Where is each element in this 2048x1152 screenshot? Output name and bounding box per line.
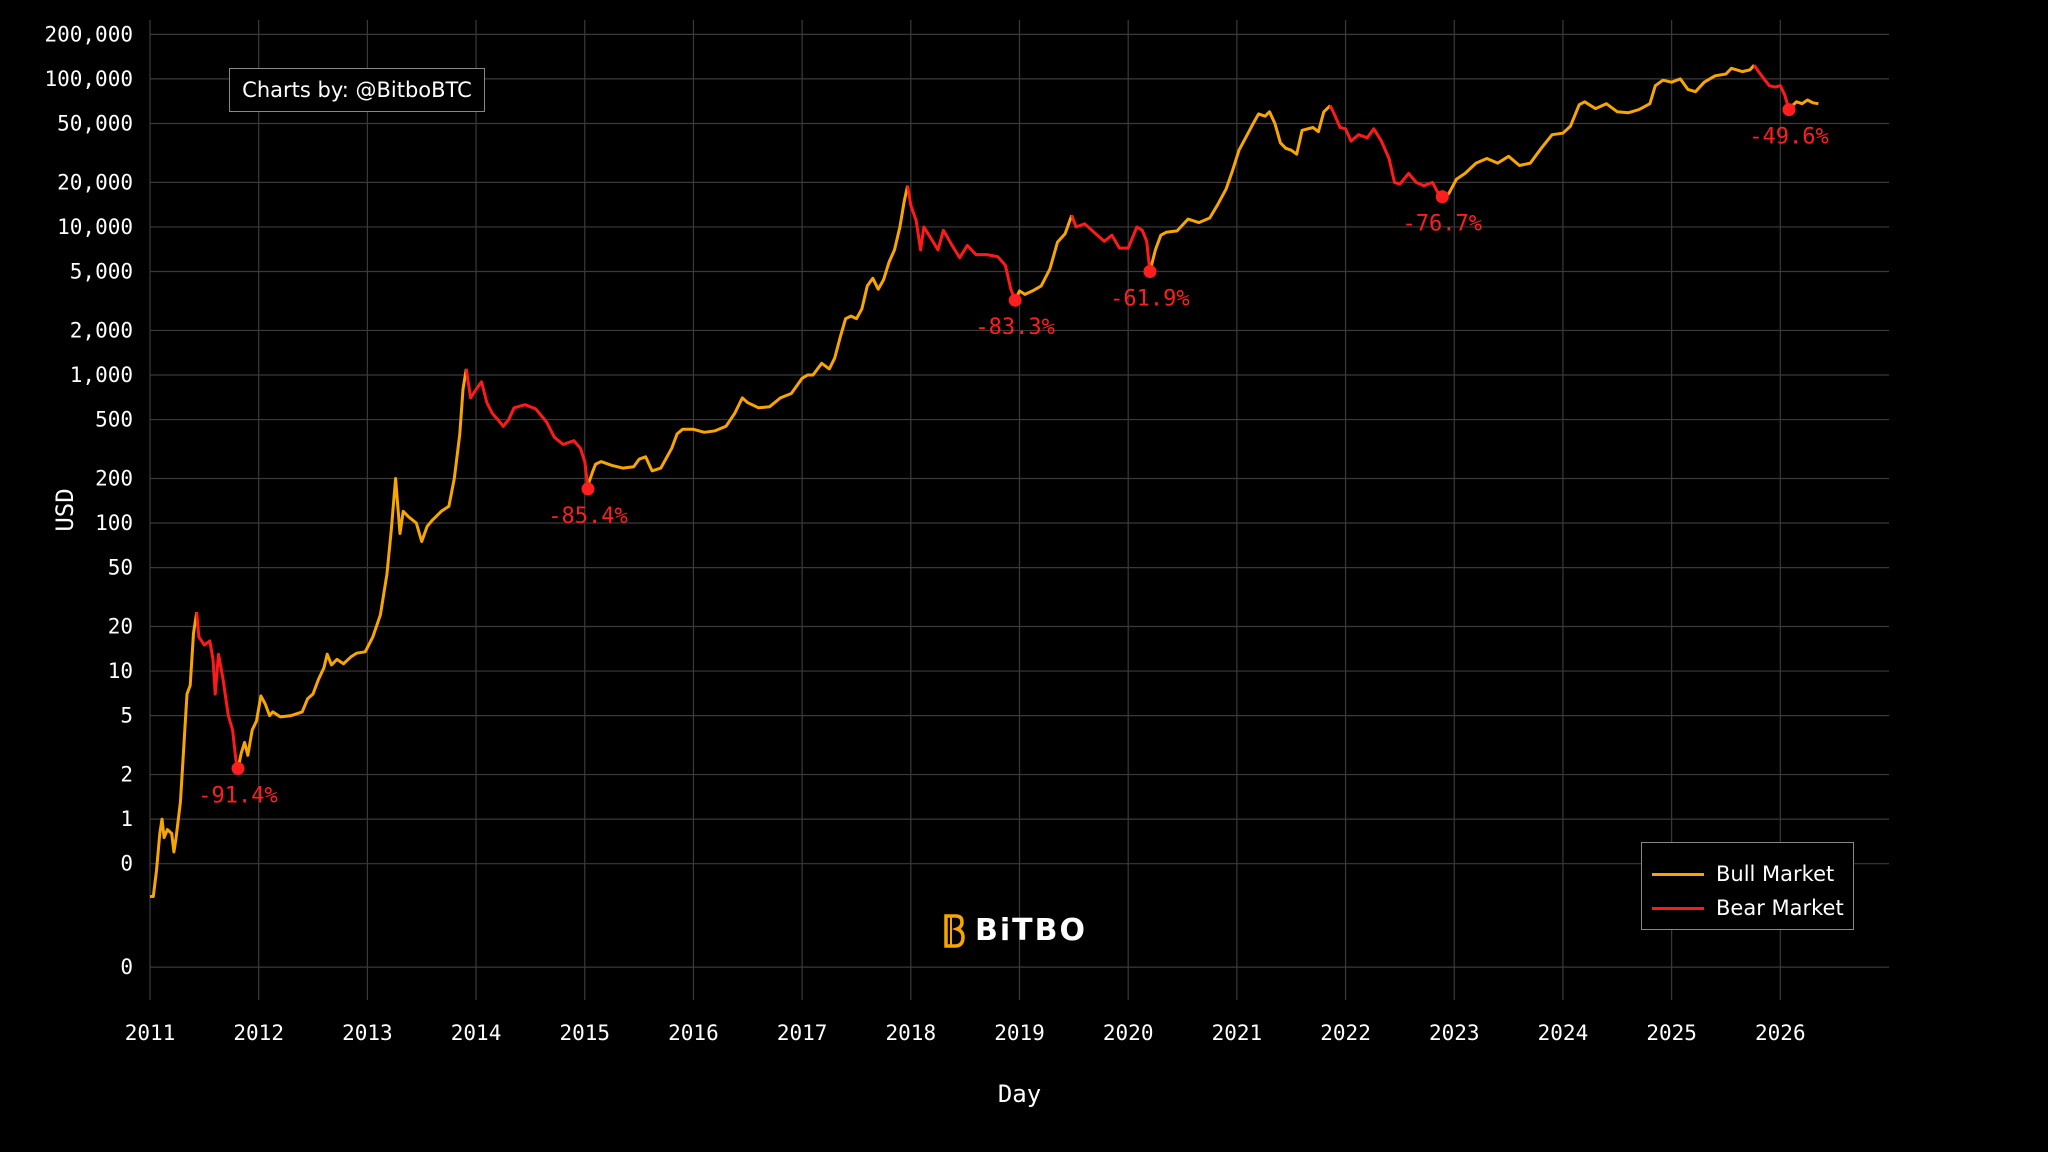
bear-market-line [195, 612, 240, 769]
bear-market-line [1070, 214, 1152, 272]
bull-market-line [1148, 104, 1332, 272]
drawdown-marker [1435, 190, 1449, 204]
bear-market-line [1752, 64, 1793, 112]
x-tick-label: 2019 [994, 1021, 1045, 1045]
y-tick-label: 2 [120, 763, 133, 787]
bull-market-line [236, 368, 468, 769]
credit-box: Charts by: @BitboBTC [229, 68, 485, 112]
drawdown-label: -85.4% [548, 504, 627, 529]
bitbo-logo: BiTBO [943, 913, 1087, 948]
drawdown-label: -76.7% [1403, 212, 1482, 237]
x-tick-label: 2026 [1755, 1021, 1806, 1045]
x-tick-label: 2020 [1103, 1021, 1154, 1045]
y-tick-label: 50,000 [57, 111, 133, 135]
drawdown-label: -49.6% [1749, 125, 1828, 150]
y-tick-label: 10 [108, 659, 133, 683]
drawdown-marker [1782, 103, 1796, 117]
y-tick-label: 0 [120, 955, 133, 979]
legend-label-bull: Bull Market [1716, 862, 1835, 886]
x-tick-label: 2014 [451, 1021, 502, 1045]
y-tick-label: 0 [120, 852, 133, 876]
drawdown-label: -83.3% [975, 315, 1054, 340]
drawdown-marker [581, 482, 595, 496]
drawdown-label: -61.9% [1110, 287, 1189, 312]
drawdown-marker [1143, 265, 1157, 279]
bull-swatch [1652, 872, 1704, 876]
bear-swatch [1652, 906, 1704, 910]
bear-market-line [464, 368, 590, 490]
bull-market-line [1013, 214, 1074, 301]
y-tick-label: 50 [108, 556, 133, 580]
bull-market-line [150, 611, 199, 898]
drawdown-marker [231, 761, 245, 775]
y-tick-label: 100,000 [44, 67, 133, 91]
drawdown-marker [1008, 293, 1022, 307]
x-tick-label: 2017 [777, 1021, 828, 1045]
y-tick-label: 200 [95, 466, 133, 490]
y-tick-label: 20,000 [57, 170, 133, 194]
bull-market-line [586, 185, 910, 486]
y-tick-label: 2,000 [70, 318, 133, 342]
y-axis-title: USD [51, 488, 79, 531]
bull-market-line [1790, 98, 1819, 108]
y-tick-label: 5 [120, 704, 133, 728]
bear-market-line [1328, 104, 1444, 198]
x-tick-label: 2021 [1212, 1021, 1263, 1045]
y-tick-label: 5,000 [70, 260, 133, 284]
bitbo-logo-icon [944, 913, 965, 948]
credit-text: Charts by: @BitboBTC [242, 78, 472, 102]
x-tick-label: 2016 [668, 1021, 719, 1045]
legend: Bull Market Bear Market [1641, 842, 1854, 930]
bear-market-line [906, 185, 1017, 301]
y-tick-label: 1,000 [70, 363, 133, 387]
x-tick-label: 2012 [233, 1021, 284, 1045]
legend-item-bear[interactable]: Bear Market [1652, 891, 1853, 925]
x-axis-title: Day [998, 1080, 1041, 1108]
bull-market-line [1441, 64, 1756, 199]
x-tick-label: 2022 [1320, 1021, 1371, 1045]
x-tick-label: 2015 [559, 1021, 610, 1045]
x-tick-label: 2011 [125, 1021, 176, 1045]
y-tick-label: 20 [108, 615, 133, 639]
y-tick-label: 200,000 [44, 22, 133, 46]
x-tick-label: 2023 [1429, 1021, 1480, 1045]
x-tick-label: 2024 [1538, 1021, 1589, 1045]
y-tick-label: 10,000 [57, 215, 133, 239]
legend-label-bear: Bear Market [1716, 896, 1844, 920]
x-tick-label: 2013 [342, 1021, 393, 1045]
legend-item-bull[interactable]: Bull Market [1652, 857, 1853, 891]
x-tick-label: 2025 [1646, 1021, 1697, 1045]
bitbo-logo-text: BiTBO [975, 913, 1087, 948]
x-tick-label: 2018 [886, 1021, 937, 1045]
y-tick-label: 100 [95, 511, 133, 535]
drawdown-label: -91.4% [198, 783, 277, 808]
y-tick-label: 500 [95, 408, 133, 432]
y-tick-label: 1 [120, 807, 133, 831]
